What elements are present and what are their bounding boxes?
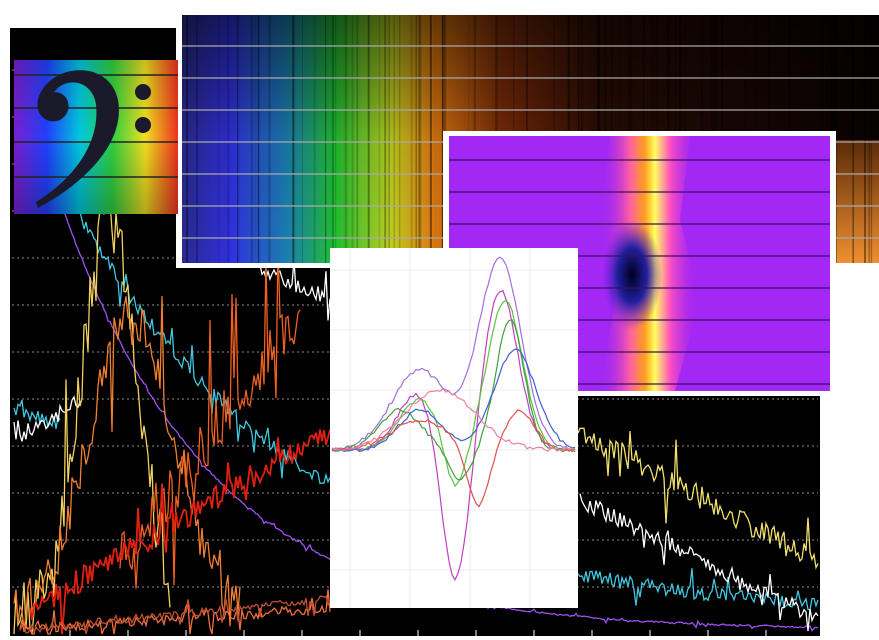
clef-panel bbox=[14, 60, 178, 214]
line-plot bbox=[330, 248, 578, 608]
clef-dot bbox=[135, 84, 151, 100]
plot-area bbox=[330, 248, 578, 608]
clef-dot bbox=[135, 117, 151, 133]
heatmap-blob bbox=[602, 220, 662, 330]
spectra-collage bbox=[0, 0, 879, 640]
